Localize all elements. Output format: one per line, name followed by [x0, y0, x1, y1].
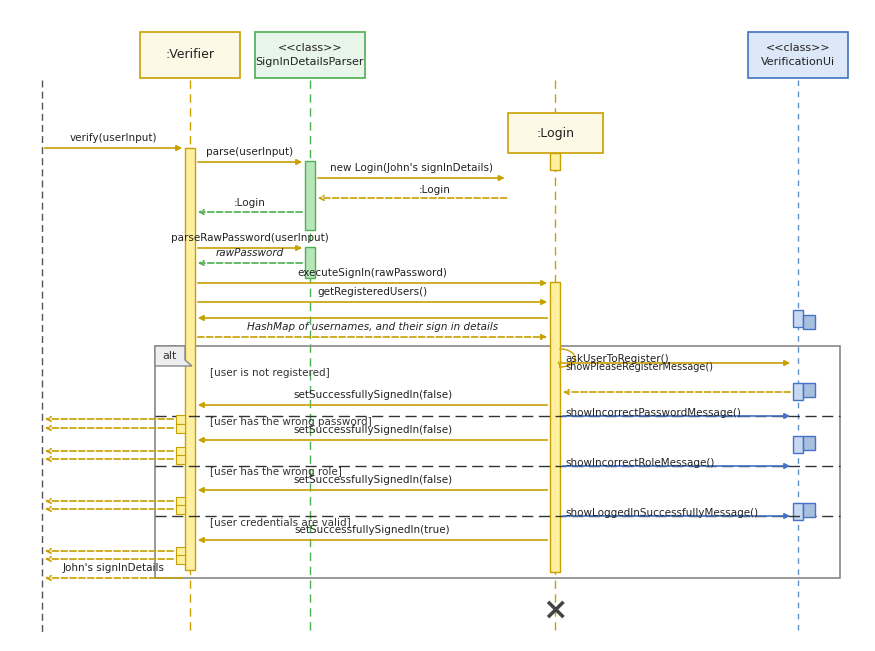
- FancyBboxPatch shape: [803, 436, 815, 450]
- FancyBboxPatch shape: [793, 436, 803, 453]
- FancyBboxPatch shape: [176, 415, 185, 424]
- FancyBboxPatch shape: [507, 113, 603, 153]
- FancyBboxPatch shape: [176, 547, 185, 556]
- Text: setSuccessfullySignedIn(true): setSuccessfullySignedIn(true): [295, 525, 451, 535]
- FancyBboxPatch shape: [748, 32, 848, 78]
- FancyBboxPatch shape: [176, 455, 185, 464]
- FancyBboxPatch shape: [176, 424, 185, 433]
- Text: [user credentials are valid]: [user credentials are valid]: [210, 517, 351, 527]
- FancyBboxPatch shape: [803, 383, 815, 397]
- Text: [user has the wrong password]: [user has the wrong password]: [210, 417, 372, 427]
- FancyBboxPatch shape: [305, 161, 315, 230]
- FancyBboxPatch shape: [803, 503, 815, 517]
- FancyBboxPatch shape: [176, 497, 185, 506]
- Text: ×: ×: [542, 596, 568, 624]
- FancyBboxPatch shape: [803, 315, 815, 329]
- Text: setSuccessfullySignedIn(false): setSuccessfullySignedIn(false): [293, 425, 452, 435]
- Text: SignInDetailsParser: SignInDetailsParser: [255, 57, 364, 67]
- FancyBboxPatch shape: [176, 555, 185, 564]
- FancyBboxPatch shape: [305, 247, 315, 278]
- FancyBboxPatch shape: [793, 310, 803, 327]
- FancyBboxPatch shape: [176, 505, 185, 514]
- Text: [user is not registered]: [user is not registered]: [210, 368, 330, 378]
- Text: :Verifier: :Verifier: [165, 49, 214, 61]
- Text: parseRawPassword(userInput): parseRawPassword(userInput): [172, 233, 329, 243]
- Text: showIncorrectRoleMessage(): showIncorrectRoleMessage(): [565, 458, 714, 468]
- Text: getRegisteredUsers(): getRegisteredUsers(): [318, 287, 428, 297]
- Text: askUserToRegister(): askUserToRegister(): [565, 354, 668, 364]
- Text: parse(userInput): parse(userInput): [206, 147, 294, 157]
- FancyBboxPatch shape: [793, 383, 803, 400]
- FancyBboxPatch shape: [176, 447, 185, 456]
- Text: rawPassword: rawPassword: [216, 248, 284, 258]
- Text: VerificationUi: VerificationUi: [761, 57, 835, 67]
- Text: verify(userInput): verify(userInput): [70, 133, 158, 143]
- FancyBboxPatch shape: [140, 32, 240, 78]
- FancyBboxPatch shape: [255, 32, 365, 78]
- FancyBboxPatch shape: [793, 503, 803, 520]
- FancyBboxPatch shape: [550, 153, 560, 170]
- Text: setSuccessfullySignedIn(false): setSuccessfullySignedIn(false): [293, 390, 452, 400]
- Text: executeSignIn(rawPassword): executeSignIn(rawPassword): [298, 268, 447, 278]
- Text: <<class>>: <<class>>: [277, 43, 342, 53]
- FancyBboxPatch shape: [550, 282, 560, 572]
- Text: John's signInDetails: John's signInDetails: [62, 563, 164, 573]
- Text: showLoggedInSuccessfullyMessage(): showLoggedInSuccessfullyMessage(): [565, 508, 758, 518]
- Text: [user has the wrong role]: [user has the wrong role]: [210, 467, 342, 477]
- Polygon shape: [155, 346, 192, 366]
- FancyBboxPatch shape: [185, 148, 195, 570]
- Text: :Login: :Login: [536, 126, 574, 139]
- Text: showPleaseRegisterMessage(): showPleaseRegisterMessage(): [565, 362, 713, 372]
- Text: :Login: :Login: [234, 198, 266, 208]
- Text: setSuccessfullySignedIn(false): setSuccessfullySignedIn(false): [293, 475, 452, 485]
- Text: <<class>>: <<class>>: [766, 43, 830, 53]
- Text: :Login: :Login: [419, 185, 451, 195]
- Text: HashMap of usernames, and their sign in details: HashMap of usernames, and their sign in …: [247, 322, 498, 332]
- Text: showIncorrectPasswordMessage(): showIncorrectPasswordMessage(): [565, 408, 741, 418]
- Text: alt: alt: [163, 351, 177, 361]
- Text: new Login(John's signInDetails): new Login(John's signInDetails): [330, 163, 493, 173]
